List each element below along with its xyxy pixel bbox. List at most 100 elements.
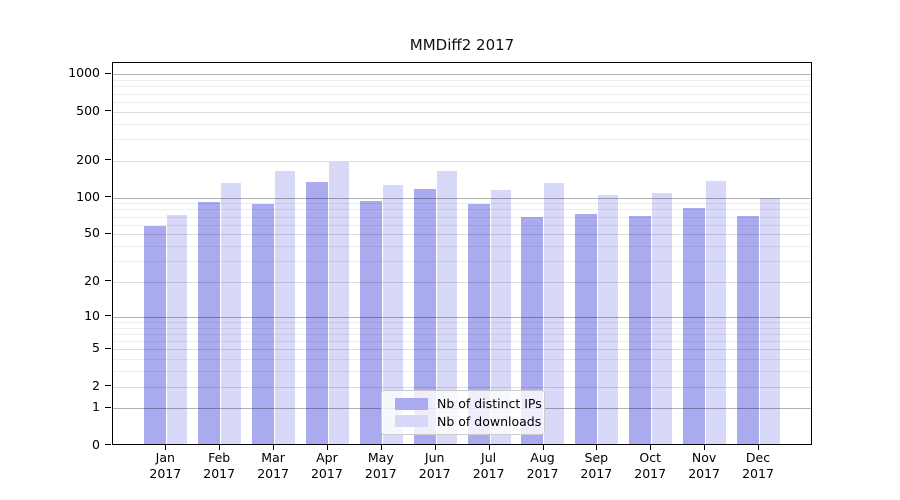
y-tick-label: 100 <box>76 188 100 204</box>
y-tick-mark <box>105 110 111 111</box>
legend-swatch-distinct-ips <box>395 397 428 410</box>
y-tick-mark <box>105 232 111 234</box>
x-tick-mark <box>650 445 652 450</box>
y-tick-mark <box>105 347 111 349</box>
x-tick-label-may: May 2017 <box>349 450 413 481</box>
bar-ips-mar <box>252 204 275 444</box>
x-tick-label-dec: Dec 2017 <box>726 450 790 481</box>
gridline <box>113 160 811 162</box>
x-tick-mark <box>488 445 490 450</box>
x-tick-label-nov: Nov 2017 <box>672 450 736 481</box>
bar-downloads-jul <box>490 189 511 444</box>
x-tick-mark <box>542 445 544 450</box>
major-gridline <box>113 74 811 76</box>
minor-gridline <box>113 327 811 329</box>
x-tick-label-jun: Jun 2017 <box>403 450 467 481</box>
bar-ips-nov <box>683 208 706 444</box>
chart-title: MMDiff2 2017 <box>409 36 515 54</box>
legend-item-downloads: Nb of downloads <box>395 414 541 429</box>
x-tick-year: 2017 <box>580 465 613 481</box>
x-tick-label-feb: Feb 2017 <box>187 450 251 481</box>
minor-gridline <box>113 123 811 125</box>
y-tick-mark <box>105 159 111 161</box>
minor-gridline <box>113 101 811 103</box>
major-gridline <box>113 197 811 199</box>
bar-ips-sep <box>575 213 598 444</box>
bar-downloads-jan <box>167 214 188 444</box>
bar-downloads-sep <box>598 195 619 444</box>
bar-ips-jul <box>467 204 490 444</box>
legend-swatch-downloads <box>395 415 428 428</box>
x-tick-mark <box>434 445 436 450</box>
y-tick-label: 200 <box>76 151 100 167</box>
x-tick-year: 2017 <box>364 465 397 481</box>
x-tick-year: 2017 <box>310 465 343 481</box>
y-tick-mark <box>105 315 111 317</box>
y-tick-label: 0 <box>92 436 100 452</box>
x-tick-label-jan: Jan 2017 <box>133 450 197 481</box>
y-tick-label: 20 <box>84 272 100 288</box>
legend-label-distinct-ips: Nb of distinct IPs <box>437 396 542 412</box>
y-tick-label: 10 <box>84 307 100 323</box>
y-tick-mark <box>105 444 111 445</box>
x-tick-label-oct: Oct 2017 <box>618 450 682 481</box>
x-tick-year: 2017 <box>526 465 559 481</box>
bar-ips-oct <box>629 216 652 444</box>
bar-downloads-nov <box>706 180 727 444</box>
gridline <box>113 111 811 113</box>
bar-downloads-may <box>382 184 403 444</box>
minor-gridline <box>113 209 811 211</box>
bar-ips-dec <box>736 216 759 444</box>
y-tick-label: 50 <box>84 225 100 241</box>
minor-gridline <box>113 371 811 372</box>
bar-downloads-dec <box>759 198 780 444</box>
minor-gridline <box>113 224 811 226</box>
minor-gridline <box>113 321 811 323</box>
bar-downloads-feb <box>221 183 242 444</box>
bar-ips-aug <box>521 216 544 444</box>
major-gridline <box>113 316 811 318</box>
x-tick-label-aug: Aug 2017 <box>511 450 575 481</box>
x-tick-mark <box>219 445 221 450</box>
gridline <box>113 386 811 388</box>
gridline <box>113 349 811 351</box>
y-tick-mark <box>105 280 111 282</box>
bar-ips-apr <box>305 182 328 444</box>
x-tick-label-sep: Sep 2017 <box>564 450 628 481</box>
y-tick-label: 2 <box>92 377 100 393</box>
x-tick-mark <box>380 445 382 450</box>
minor-gridline <box>113 261 811 262</box>
minor-gridline <box>113 359 811 360</box>
x-tick-mark <box>326 445 328 450</box>
x-tick-year: 2017 <box>257 465 289 481</box>
bar-ips-may <box>359 200 382 444</box>
x-tick-mark <box>704 445 706 450</box>
bar-downloads-mar <box>275 170 296 444</box>
minor-gridline <box>113 203 811 205</box>
y-tick-label: 1 <box>92 399 100 415</box>
bar-ips-jun <box>413 189 436 444</box>
plot-area: Nb of distinct IPs Nb of downloads <box>112 62 812 445</box>
x-tick-mark <box>165 445 167 450</box>
minor-gridline <box>113 333 811 335</box>
bar-ips-jan <box>144 226 167 444</box>
x-tick-year: 2017 <box>688 465 720 481</box>
gridline <box>113 234 811 236</box>
minor-gridline <box>113 138 811 140</box>
bar-downloads-apr <box>328 161 349 444</box>
minor-gridline <box>113 246 811 247</box>
bar-downloads-aug <box>544 182 565 444</box>
minor-gridline <box>113 86 811 88</box>
y-tick-label: 1000 <box>68 65 100 81</box>
x-tick-label-apr: Apr 2017 <box>295 450 359 481</box>
x-tick-year: 2017 <box>634 465 667 481</box>
x-tick-mark <box>596 445 598 450</box>
x-tick-year: 2017 <box>472 465 505 481</box>
x-tick-year: 2017 <box>149 465 182 481</box>
x-tick-label-mar: Mar 2017 <box>241 450 305 481</box>
legend-item-distinct-ips: Nb of distinct IPs <box>395 396 542 411</box>
x-tick-mark <box>758 445 759 450</box>
bar-downloads-oct <box>652 193 673 444</box>
minor-gridline <box>113 341 811 342</box>
